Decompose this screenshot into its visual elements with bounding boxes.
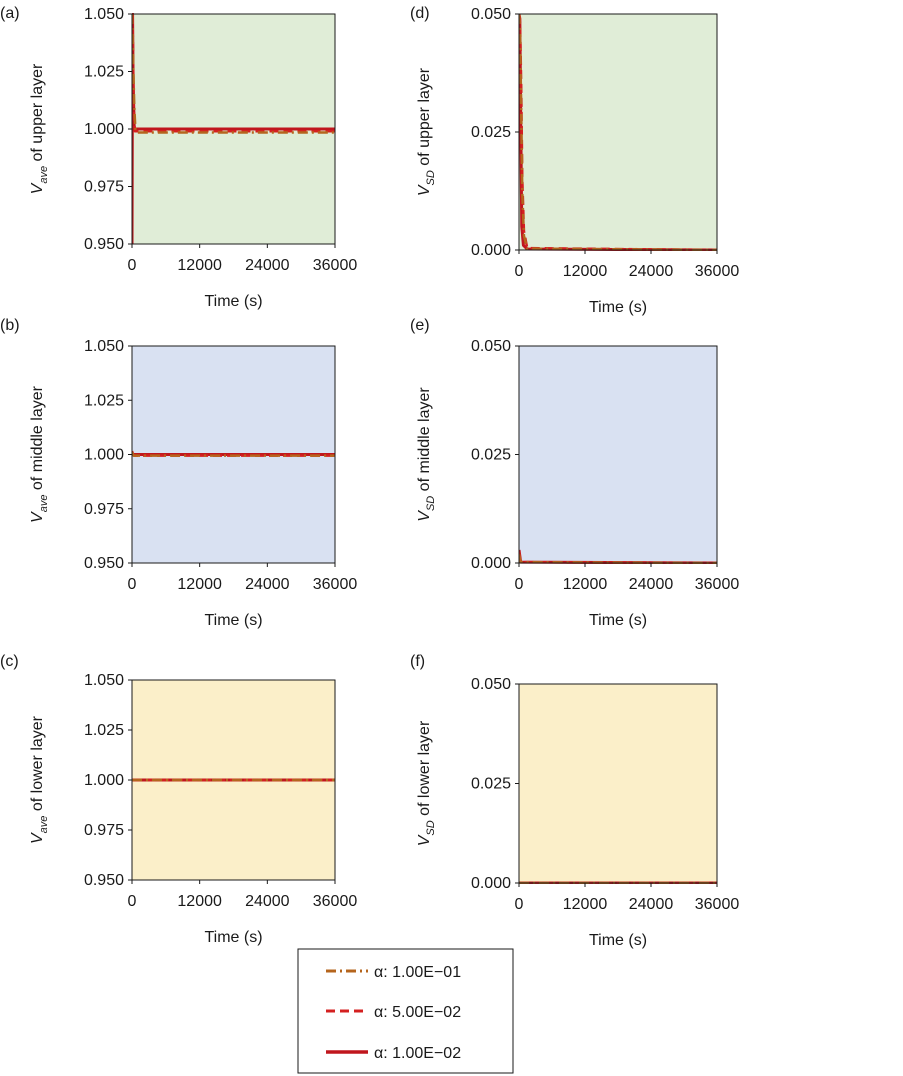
legend-item: α: 5.00E−02: [326, 1004, 461, 1021]
x-tick-label: 24000: [629, 896, 674, 913]
panel-letter: (c): [0, 653, 19, 670]
x-axis-label: Time (s): [589, 299, 647, 316]
plot-area: [519, 14, 717, 250]
x-tick-label: 12000: [177, 893, 222, 910]
y-tick-label: 1.025: [84, 722, 124, 739]
y-tick-label: 0.975: [84, 822, 124, 839]
series-line: [132, 13, 335, 133]
x-tick-label: 12000: [177, 576, 222, 593]
y-tick-label: 0.950: [84, 872, 124, 889]
x-axis-label: Time (s): [204, 293, 262, 310]
legend-label: α: 5.00E−02: [374, 1004, 461, 1021]
y-axis-label: Vave of lower layer: [29, 715, 50, 844]
x-tick-label: 12000: [563, 576, 608, 593]
panel-d: 0.000 0.025 0.050 0 12000 24000 36000 Time (s) V…: [410, 5, 739, 316]
panel-letter: (a): [0, 5, 20, 22]
panel-letter: (b): [0, 317, 20, 334]
y-tick-label: 1.000: [84, 121, 124, 138]
x-tick-label: 36000: [695, 896, 740, 913]
panel-letter: (f): [410, 653, 425, 670]
series-line: [519, 13, 717, 251]
x-axis-label: Time (s): [589, 932, 647, 949]
y-tick-label: 0.000: [471, 875, 511, 892]
y-tick-label: 0.950: [84, 555, 124, 572]
x-tick-label: 0: [515, 896, 524, 913]
x-tick-label: 24000: [245, 893, 290, 910]
x-tick-label: 36000: [313, 576, 358, 593]
x-axis-label: Time (s): [204, 929, 262, 946]
panel-b: 0.950 0.975 1.000 1.025 1.050 0 12000 24000 3600…: [0, 317, 357, 629]
panel-letter: (e): [410, 317, 430, 334]
x-axis-label: Time (s): [589, 612, 647, 629]
y-axis-label: Vave of upper layer: [29, 63, 50, 194]
panel-e: 0.000 0.025 0.050 0 12000 24000 36000 Time (s) V…: [410, 317, 739, 629]
legend: α: 1.00E−01 α: 5.00E−02 α: 1.00E−02: [297, 948, 514, 1074]
panel-f: 0.000 0.025 0.050 0 12000 24000 36000 Time (s) V…: [410, 653, 739, 949]
y-tick-label: 1.050: [84, 338, 124, 355]
series-line: [132, 451, 335, 457]
y-tick-label: 0.950: [84, 236, 124, 253]
x-tick-label: 24000: [629, 263, 674, 280]
x-tick-label: 12000: [563, 263, 608, 280]
y-tick-label: 1.025: [84, 392, 124, 409]
y-tick-label: 0.000: [471, 242, 511, 259]
x-tick-label: 36000: [695, 263, 740, 280]
plot-area: [519, 684, 717, 883]
panel-a: 0.950 0.975 1.000 1.025 1.050 0 12000 24000 3600…: [0, 5, 357, 310]
panel-letter: (d): [410, 5, 430, 22]
x-tick-label: 0: [128, 893, 137, 910]
x-tick-label: 0: [128, 257, 137, 274]
y-tick-label: 0.025: [471, 124, 511, 141]
y-tick-label: 0.050: [471, 6, 511, 23]
plot-area: [519, 346, 717, 563]
legend-label: α: 1.00E−01: [374, 964, 461, 981]
series-line: [132, 13, 335, 134]
x-tick-label: 24000: [629, 576, 674, 593]
y-tick-label: 0.975: [84, 501, 124, 518]
x-tick-label: 0: [515, 263, 524, 280]
y-axis-label: VSD of lower layer: [416, 720, 437, 846]
x-tick-label: 36000: [695, 576, 740, 593]
y-tick-label: 0.000: [471, 555, 511, 572]
x-tick-label: 0: [515, 576, 524, 593]
y-tick-label: 1.000: [84, 447, 124, 464]
y-tick-label: 0.050: [471, 338, 511, 355]
legend-label: α: 1.00E−02: [374, 1045, 461, 1062]
x-axis-label: Time (s): [204, 612, 262, 629]
x-tick-label: 12000: [563, 896, 608, 913]
x-tick-label: 24000: [245, 257, 290, 274]
x-tick-label: 36000: [313, 893, 358, 910]
y-tick-label: 0.975: [84, 179, 124, 196]
series-line: [519, 554, 717, 564]
y-tick-label: 1.050: [84, 6, 124, 23]
y-tick-label: 0.025: [471, 447, 511, 464]
y-axis-label: Vave of middle layer: [29, 385, 50, 523]
legend-item: α: 1.00E−02: [326, 1045, 461, 1062]
x-tick-label: 0: [128, 576, 137, 593]
y-axis-label: VSD of upper layer: [416, 67, 437, 196]
y-axis-label: VSD of middle layer: [416, 387, 437, 522]
x-tick-label: 36000: [313, 257, 358, 274]
y-tick-label: 0.025: [471, 776, 511, 793]
y-tick-label: 1.000: [84, 772, 124, 789]
y-tick-label: 1.025: [84, 64, 124, 81]
y-tick-label: 0.050: [471, 676, 511, 693]
legend-item: α: 1.00E−01: [326, 964, 461, 981]
y-tick-label: 1.050: [84, 672, 124, 689]
x-tick-label: 12000: [177, 257, 222, 274]
panel-c: 0.950 0.975 1.000 1.025 1.050 0 12000 24000 3600…: [0, 653, 357, 946]
x-tick-label: 24000: [245, 576, 290, 593]
